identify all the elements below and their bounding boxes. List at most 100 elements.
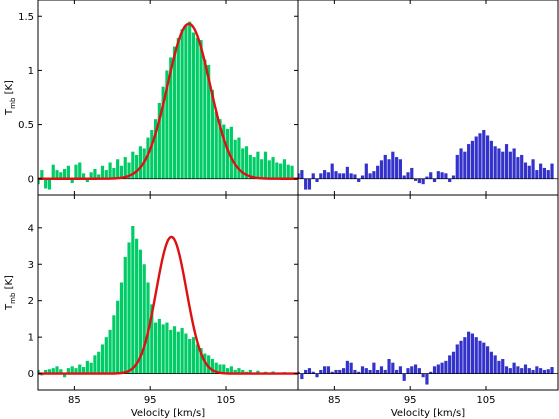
spectrum-bar	[470, 333, 475, 374]
spectrum-bar	[70, 178, 74, 184]
spectrum-bar	[104, 170, 108, 179]
spectrum-bar	[161, 324, 165, 374]
spectrum-bar	[135, 154, 139, 179]
spectrum-bar	[368, 173, 372, 179]
spectrum-bar	[535, 366, 539, 374]
spectrum-bar	[199, 348, 203, 374]
spectrum-bar	[383, 369, 387, 374]
spectrum-bar	[501, 151, 505, 179]
spectrum-bar	[119, 165, 124, 179]
spectrum-bar	[138, 146, 143, 179]
spectrum-bar	[535, 170, 539, 179]
spectrum-bar	[267, 160, 271, 179]
spectrum-bar	[233, 369, 237, 374]
gaussian-fit-curve	[38, 235, 298, 375]
y-tick-label: 0.5	[18, 120, 34, 131]
spectrum-bar	[81, 367, 86, 374]
spectrum-bar	[153, 322, 158, 374]
spectrum-bar	[47, 178, 52, 190]
spectrum-bar	[237, 137, 241, 179]
spectrum-bar	[100, 344, 105, 374]
spectrum-bar	[527, 165, 531, 179]
spectrum-bar	[195, 37, 199, 179]
spectrum-bar	[300, 170, 304, 179]
plot-area	[38, 225, 298, 378]
spectrum-bar	[304, 369, 308, 374]
spectrum-bar	[218, 119, 222, 179]
spectrum-bar	[165, 70, 169, 179]
spectrum-bar	[485, 135, 490, 179]
x-tick-label: 85	[328, 395, 341, 406]
spectrum-bar	[444, 173, 448, 179]
spectrum-bar	[436, 364, 440, 374]
spectrum-bar	[364, 368, 368, 374]
spectrum-bar	[44, 178, 48, 189]
spectrum-bar	[478, 340, 482, 374]
spectrum-bar	[520, 154, 524, 179]
y-tick-label: 2	[28, 296, 34, 307]
spectrum-bar	[501, 359, 505, 374]
spectrum-bar	[225, 368, 230, 374]
spectrum-bar	[44, 369, 48, 374]
spectrum-bar	[467, 144, 471, 179]
y-tick-label: 3	[28, 260, 34, 271]
spectrum-bar	[546, 369, 550, 374]
spectrum-bar	[523, 162, 528, 179]
spectrum-bar	[112, 315, 116, 374]
spectrum-bar	[169, 57, 173, 179]
spectrum-bar	[191, 32, 196, 179]
spectrum-bar	[493, 355, 497, 374]
spectrum-bar	[100, 165, 105, 179]
spectrum-bar	[387, 159, 391, 179]
spectrum-bar	[74, 368, 78, 374]
spectrum-bar	[51, 164, 55, 179]
spectrum-bar	[207, 65, 211, 179]
spectrum-bar	[512, 362, 516, 374]
spectrum-bar	[138, 249, 143, 374]
spectrum-bar	[448, 178, 452, 182]
spectrum-bar	[89, 172, 93, 179]
spectrum-bar	[459, 340, 463, 374]
spectrum-bar	[119, 282, 124, 374]
spectrum-bar	[89, 362, 93, 374]
spectrum-bar	[229, 366, 233, 374]
spectrum-bar	[252, 157, 256, 179]
spectrum-bar	[425, 176, 429, 179]
spectrum-bar	[550, 163, 554, 179]
spectrum-bar	[81, 173, 86, 179]
spectrum-bar	[341, 173, 346, 179]
spectrum-bar	[241, 369, 245, 374]
spectrum-bar	[550, 367, 554, 374]
spectrum-bar	[78, 364, 82, 374]
spectrum-bar	[85, 178, 89, 182]
spectrum-bar	[188, 21, 192, 179]
spectrum-bar	[307, 178, 312, 190]
y-axis-label: Tmb [K]	[4, 275, 17, 311]
spectrum-bar	[241, 148, 245, 179]
spectrum-bar	[372, 171, 376, 179]
spectrum-bar	[47, 369, 52, 374]
spectrum-bar	[467, 331, 471, 374]
spectrum-bar	[176, 331, 180, 374]
spectrum-bar	[353, 174, 357, 179]
spectrum-bar	[413, 364, 418, 374]
spectrum-bar	[334, 369, 338, 374]
spectrum-bar	[482, 130, 486, 179]
spectrum-bar	[311, 173, 315, 179]
panel-bottom-right: 85 95 105 Velocity [km/s]	[297, 194, 559, 419]
spectrum-bar	[256, 370, 260, 374]
spectrum-bar	[512, 148, 516, 179]
spectrum-bar	[93, 169, 97, 179]
spectrum-bar	[97, 351, 101, 374]
spectrum-bar	[157, 318, 161, 374]
spectrum-bar	[383, 154, 387, 179]
y-axis-label: Tmb [K]	[4, 80, 17, 116]
spectrum-bar	[539, 163, 543, 179]
spectrum-bar	[191, 337, 196, 374]
spectrum-bar	[345, 360, 349, 374]
spectrum-bar	[142, 264, 146, 374]
spectrum-bar	[436, 171, 440, 179]
y-tick-label: 1	[28, 66, 34, 77]
spectrum-bar	[176, 37, 180, 179]
spectrum-bar	[127, 162, 131, 179]
